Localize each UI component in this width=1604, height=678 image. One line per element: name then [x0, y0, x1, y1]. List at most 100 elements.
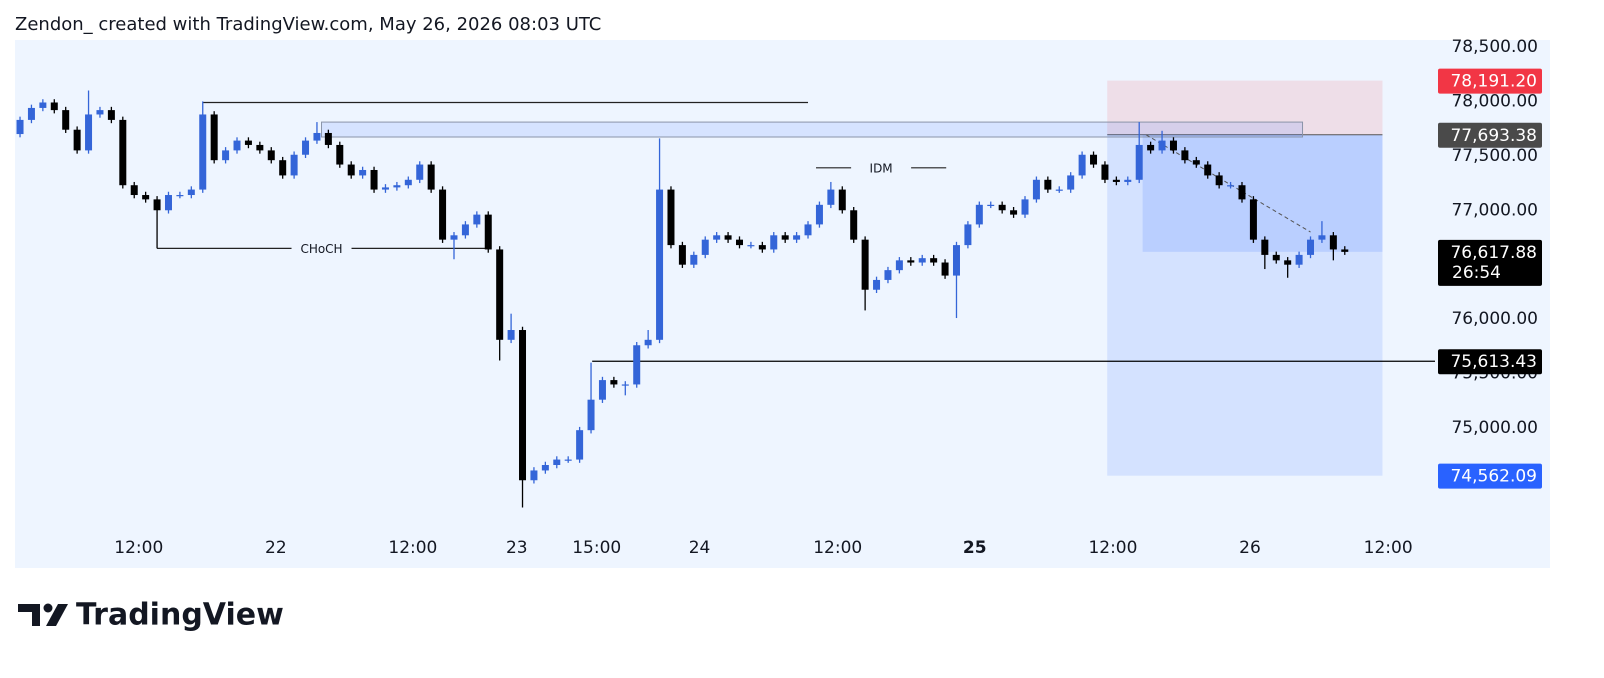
candle-body — [393, 185, 401, 188]
candle-body — [1101, 164, 1109, 180]
candle-body — [96, 110, 104, 115]
candle-body — [404, 179, 412, 186]
price-label: 74,562.09 — [1450, 467, 1537, 487]
candle-body — [758, 245, 766, 250]
candle-body — [427, 164, 435, 190]
candle-body — [1158, 140, 1166, 151]
candle-body — [347, 164, 355, 176]
candle-body — [1227, 185, 1235, 187]
candle-body — [1329, 235, 1337, 250]
price-label: 75,613.43 — [1450, 352, 1537, 372]
zones — [1107, 80, 1383, 476]
candle-body — [987, 204, 995, 207]
candle-body — [1261, 239, 1269, 255]
candle-body — [439, 189, 447, 240]
candle-body — [781, 235, 789, 240]
candle-body — [461, 224, 469, 236]
candle-body — [244, 140, 252, 145]
candle-body — [530, 470, 538, 481]
candle-body — [50, 102, 58, 111]
choch-label-bg — [291, 240, 352, 257]
price-label: 77,693.38 — [1450, 126, 1537, 146]
candle-body — [541, 465, 549, 471]
candle-body — [1169, 140, 1177, 151]
candle-body — [336, 144, 344, 165]
candle-body — [119, 119, 127, 186]
countdown: 26:54 — [1452, 263, 1501, 283]
candle-body — [73, 129, 81, 151]
candle-body — [153, 199, 161, 211]
open-pnl-zone — [1142, 134, 1383, 252]
candle-body — [1147, 144, 1155, 151]
idm-label: IDM — [870, 161, 893, 175]
candle-body — [1010, 210, 1018, 215]
candle-body — [1192, 160, 1200, 165]
candle-body — [1307, 239, 1315, 255]
y-tick-label: 75,000.00 — [1451, 418, 1538, 438]
candle-body — [850, 210, 858, 240]
price-label-box — [1438, 239, 1542, 286]
candle-body — [519, 330, 527, 481]
candle-body — [736, 239, 744, 246]
candle-body — [770, 235, 778, 250]
candle-body — [907, 260, 915, 263]
candle-body — [130, 185, 138, 196]
candle-body — [964, 224, 972, 246]
candle-body — [85, 114, 93, 151]
price-label-box — [1438, 122, 1542, 148]
candle-body — [1249, 199, 1257, 240]
candle-body — [16, 119, 24, 135]
logo — [18, 603, 68, 626]
candle-body — [1044, 179, 1052, 190]
stop-zone — [1107, 80, 1383, 135]
candle-body — [941, 262, 949, 276]
x-tick-label: 22 — [265, 538, 287, 558]
y-tick-label: 77,000.00 — [1451, 200, 1538, 220]
candle-body — [678, 245, 686, 265]
candle-body — [827, 189, 835, 205]
candle-body — [644, 339, 652, 346]
logo-mark — [43, 603, 53, 613]
candle-body — [381, 187, 389, 190]
candle-body — [142, 195, 150, 200]
y-tick-label: 78,000.00 — [1451, 91, 1538, 111]
candle-body — [667, 189, 675, 246]
candle-body — [164, 195, 172, 211]
candle-body — [884, 270, 892, 280]
candle-body — [564, 459, 572, 461]
candle-body — [279, 160, 287, 176]
x-tick-label: 12:00 — [813, 538, 862, 558]
candle-body — [621, 384, 629, 386]
candle-body — [1112, 179, 1120, 182]
candles — [16, 90, 1349, 508]
candle-body — [598, 380, 606, 400]
candle-body — [107, 110, 115, 120]
candle-body — [39, 102, 47, 108]
y-tick-label: 76,000.00 — [1451, 309, 1538, 329]
candle-body — [747, 245, 755, 247]
candle-body — [267, 150, 275, 161]
candle-body — [1090, 154, 1098, 165]
candle-body — [1341, 249, 1349, 252]
drawings: CHoCH IDM — [157, 101, 1435, 362]
candle-body — [416, 164, 424, 180]
candle-body — [507, 330, 515, 340]
candle-body — [690, 254, 698, 265]
candle-body — [256, 144, 264, 151]
candle-body — [610, 380, 618, 385]
choch-label: CHoCH — [300, 242, 342, 256]
candle-body — [587, 399, 595, 431]
candle-body — [1295, 254, 1303, 265]
price-label: 78,191.20 — [1450, 72, 1537, 92]
candle-body — [290, 154, 298, 176]
candle-body — [656, 189, 664, 340]
y-tick-label: 78,500.00 — [1451, 37, 1538, 57]
candle-body — [975, 204, 983, 225]
candle-body — [724, 235, 732, 240]
candle-body — [222, 150, 230, 161]
candle-body — [1124, 179, 1132, 182]
candle-body — [633, 345, 641, 385]
